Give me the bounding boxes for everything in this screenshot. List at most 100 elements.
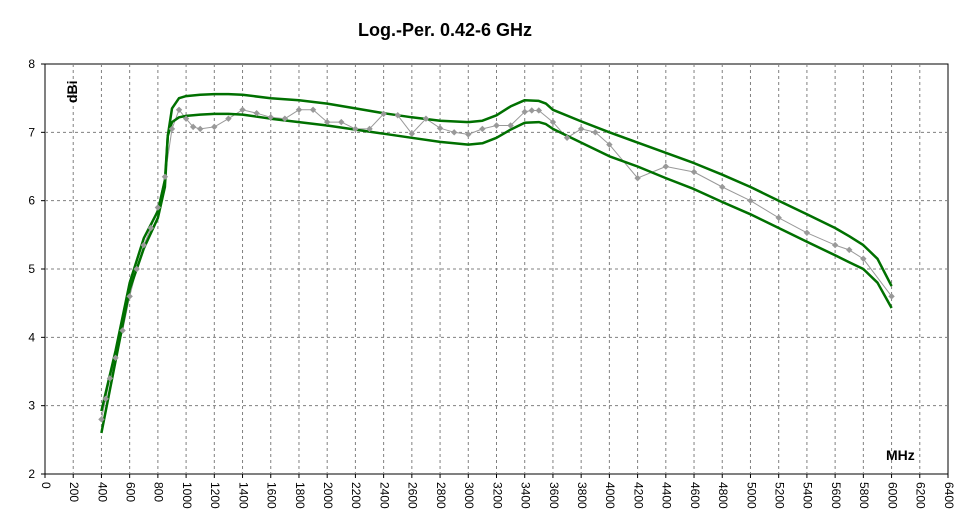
x-tick-label: 6000 bbox=[885, 482, 899, 509]
chart-title: Log.-Per. 0.42-6 GHz bbox=[357, 20, 533, 40]
x-tick-label: 5600 bbox=[829, 482, 843, 509]
data-point-marker bbox=[253, 110, 260, 117]
data-point-marker bbox=[493, 122, 500, 129]
x-tick-label: 600 bbox=[123, 482, 137, 502]
data-point-marker bbox=[563, 134, 571, 141]
x-tick-label: 6200 bbox=[914, 482, 928, 509]
data-point-marker bbox=[634, 174, 641, 182]
x-tick-label: 2000 bbox=[321, 482, 335, 509]
x-tick-label: 4000 bbox=[603, 482, 617, 509]
data-point-marker bbox=[133, 265, 140, 273]
x-tick-label: 800 bbox=[152, 482, 166, 502]
data-point-marker bbox=[182, 115, 190, 122]
x-tick-label: 5800 bbox=[857, 482, 871, 509]
x-tick-label: 1600 bbox=[265, 482, 279, 509]
x-tick-label: 3200 bbox=[490, 482, 504, 509]
data-point-marker bbox=[719, 183, 726, 191]
data-point-marker bbox=[126, 293, 133, 300]
x-tick-label: 3800 bbox=[575, 482, 589, 509]
y-tick-label: 6 bbox=[28, 194, 35, 208]
data-point-marker bbox=[140, 241, 147, 249]
data-point-marker bbox=[860, 255, 867, 262]
data-point-marker bbox=[98, 416, 105, 423]
data-point-marker bbox=[102, 395, 109, 403]
y-tick-label: 8 bbox=[28, 57, 35, 71]
x-tick-label: 2200 bbox=[349, 482, 363, 509]
data-point-marker bbox=[606, 141, 613, 148]
x-tick-label: 4600 bbox=[688, 482, 702, 509]
x-tick-label: 3000 bbox=[462, 482, 476, 509]
x-tick-labels: 0 200 400 600 800 1000 1200 1400 1600 1800 2000 220… bbox=[39, 482, 956, 509]
y-tick-label: 7 bbox=[28, 125, 35, 139]
data-point-marker bbox=[394, 112, 401, 119]
data-point-marker bbox=[662, 163, 670, 170]
y-axis-label: dBi bbox=[64, 80, 80, 103]
x-tick-label: 5200 bbox=[773, 482, 787, 509]
bound-line-1 bbox=[100, 92, 893, 412]
x-tick-label: 1800 bbox=[293, 482, 307, 509]
data-point-marker bbox=[521, 108, 528, 116]
data-point-marker bbox=[267, 114, 274, 121]
data-point-marker bbox=[888, 293, 895, 300]
data-point-marker bbox=[831, 241, 839, 249]
data-point-marker bbox=[281, 115, 289, 122]
data-point-marker bbox=[338, 118, 345, 126]
data-point-marker bbox=[309, 106, 317, 113]
y-tick-label: 4 bbox=[28, 330, 35, 344]
x-tick-label: 1400 bbox=[236, 482, 250, 509]
data-point-marker bbox=[239, 106, 246, 113]
x-tick-label: 1200 bbox=[208, 482, 222, 509]
data-point-marker bbox=[535, 107, 543, 114]
data-point-marker bbox=[323, 118, 331, 126]
x-tick-label: 2400 bbox=[377, 482, 391, 509]
data-point-marker bbox=[436, 125, 444, 132]
x-tick-label: 4400 bbox=[660, 482, 674, 509]
x-tick-label: 0 bbox=[39, 482, 53, 489]
x-tick-label: 3600 bbox=[547, 482, 561, 509]
data-point-marker bbox=[225, 115, 232, 122]
x-tick-label: 3400 bbox=[519, 482, 533, 509]
data-point-marker bbox=[197, 125, 204, 133]
data-point-marker bbox=[112, 354, 119, 362]
data-point-marker bbox=[175, 106, 183, 113]
x-tick-label: 2800 bbox=[434, 482, 448, 509]
data-point-marker bbox=[295, 106, 303, 113]
data-point-marker bbox=[479, 125, 486, 133]
data-point-marker bbox=[528, 107, 535, 114]
data-point-marker bbox=[846, 246, 853, 254]
data-point-marker bbox=[592, 129, 599, 136]
data-point-marker bbox=[154, 204, 162, 211]
data-point-marker bbox=[161, 173, 169, 180]
x-axis-label: MHz bbox=[886, 447, 915, 463]
bound-line-2 bbox=[100, 112, 893, 434]
data-point-marker bbox=[366, 125, 373, 133]
data-point-marker bbox=[147, 224, 155, 232]
x-tick-label: 4200 bbox=[631, 482, 645, 509]
data-point-marker bbox=[352, 125, 359, 133]
data-point-marker bbox=[577, 125, 585, 133]
data-point-marker bbox=[168, 125, 176, 133]
x-tick-label: 4800 bbox=[716, 482, 730, 509]
data-point-marker bbox=[450, 129, 458, 136]
x-tick-label: 6400 bbox=[942, 482, 956, 509]
series-markers bbox=[98, 106, 895, 423]
x-tick-label: 1000 bbox=[180, 482, 194, 509]
x-tick-label: 5400 bbox=[801, 482, 815, 509]
data-point-marker bbox=[380, 110, 387, 118]
data-point-marker bbox=[747, 197, 754, 204]
data-point-marker bbox=[106, 375, 114, 382]
data-point-marker bbox=[119, 327, 126, 334]
data-point-marker bbox=[803, 229, 811, 236]
data-point-marker bbox=[422, 115, 430, 122]
x-tick-label: 400 bbox=[95, 482, 109, 502]
y-tick-labels: 2 3 4 5 6 7 8 bbox=[28, 57, 35, 481]
data-point-marker bbox=[211, 123, 218, 131]
x-tick-label: 200 bbox=[67, 482, 81, 502]
y-tick-label: 2 bbox=[28, 467, 35, 481]
data-point-marker bbox=[690, 168, 698, 176]
data-point-marker bbox=[189, 123, 197, 131]
y-tick-label: 5 bbox=[28, 262, 35, 276]
x-tick-label: 2600 bbox=[406, 482, 420, 509]
y-tick-label: 3 bbox=[28, 399, 35, 413]
